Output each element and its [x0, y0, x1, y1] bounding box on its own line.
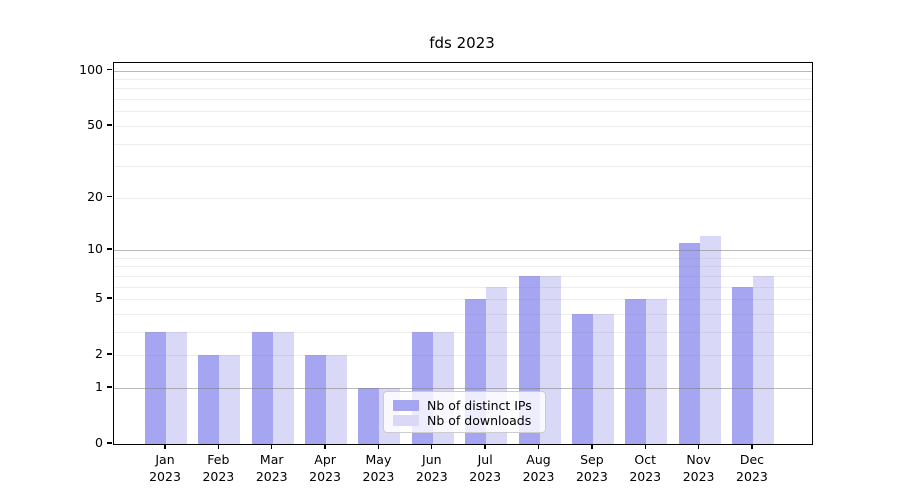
plot-area: [113, 62, 813, 445]
y-tick-label-50: 50: [87, 116, 103, 132]
x-tick-label-nov: Nov 2023: [682, 452, 715, 484]
y-tick-label-20: 20: [87, 188, 103, 204]
legend-label-distinct-ips: Nb of distinct IPs: [427, 397, 532, 413]
x-tick-label-feb: Feb 2023: [202, 452, 235, 484]
y-tick-mark-50: [107, 124, 112, 126]
bar-distinct-ips-sep: [571, 313, 593, 444]
bar-distinct-ips-may: [358, 387, 380, 444]
bar-downloads-feb: [219, 355, 241, 444]
x-tick-mark-mar: [271, 444, 273, 450]
x-tick-mark-may: [377, 444, 380, 450]
x-tick-mark-jul: [484, 444, 486, 450]
x-tick-label-jun: Jun 2023: [415, 452, 448, 484]
x-tick-mark-aug: [537, 444, 540, 450]
y-tick-mark-2: [107, 353, 112, 355]
y-tick-mark-10: [107, 248, 112, 250]
y-tick-label-0: 0: [95, 435, 103, 450]
bar-distinct-ips-mar: [251, 331, 273, 444]
bar-distinct-ips-feb: [198, 355, 220, 444]
y-tick-mark-5: [107, 297, 112, 299]
x-tick-mark-sep: [591, 444, 593, 450]
gridline-major-100: [114, 70, 812, 72]
x-tick-label-mar: Mar 2023: [255, 452, 288, 484]
bar-distinct-ips-dec: [731, 286, 753, 444]
legend-swatch-distinct-ips: [393, 399, 419, 411]
bar-downloads-oct: [646, 299, 668, 444]
gridline-minor-80: [114, 88, 812, 90]
x-tick-label-aug: Aug 2023: [522, 452, 555, 484]
gridline-minor-40: [114, 143, 812, 145]
x-tick-mark-jun: [431, 444, 433, 450]
bar-distinct-ips-jan: [145, 331, 166, 444]
bar-downloads-mar: [272, 331, 294, 444]
x-tick-label-may: May 2023: [362, 452, 395, 484]
gridline-minor-30: [114, 166, 812, 168]
x-tick-mark-dec: [751, 444, 753, 450]
x-tick-mark-oct: [644, 444, 646, 450]
y-tick-label-1: 1: [95, 378, 103, 394]
y-tick-mark-20: [107, 195, 112, 198]
bar-downloads-dec: [752, 275, 774, 444]
gridline-minor-20: [114, 197, 812, 199]
bar-distinct-ips-oct: [625, 299, 647, 444]
legend: Nb of distinct IPs Nb of downloads: [383, 391, 546, 433]
x-tick-label-sep: Sep 2023: [575, 452, 608, 484]
y-tick-mark-100: [107, 68, 112, 71]
x-tick-mark-jan: [164, 444, 166, 450]
chart-title: fds 2023: [429, 34, 495, 52]
y-tick-mark-0: [107, 442, 112, 444]
bar-downloads-nov: [699, 236, 721, 444]
x-tick-label-jan: Jan 2023: [149, 452, 181, 484]
y-tick-label-100: 100: [79, 61, 103, 77]
x-tick-label-dec: Dec 2023: [736, 452, 768, 484]
bar-distinct-ips-apr: [305, 355, 327, 444]
x-tick-mark-nov: [697, 444, 700, 450]
bar-downloads-sep: [592, 313, 614, 444]
gridline-minor-50: [114, 125, 812, 127]
bar-downloads-apr: [326, 355, 348, 444]
legend-swatch-downloads: [393, 414, 419, 426]
legend-row-distinct-ips: Nb of distinct IPs: [393, 397, 537, 413]
x-tick-mark-feb: [217, 444, 220, 450]
y-tick-mark-1: [107, 386, 112, 388]
x-tick-mark-apr: [324, 444, 326, 450]
y-tick-label-5: 5: [95, 290, 103, 306]
gridline-minor-70: [114, 99, 812, 101]
bar-distinct-ips-nov: [678, 242, 700, 444]
legend-row-downloads: Nb of downloads: [393, 412, 537, 428]
legend-label-downloads: Nb of downloads: [427, 412, 532, 428]
y-tick-label-10: 10: [87, 241, 103, 256]
gridline-minor-90: [114, 79, 812, 81]
bar-downloads-jan: [166, 331, 187, 444]
x-tick-label-oct: Oct 2023: [629, 452, 662, 484]
x-tick-label-jul: Jul 2023: [469, 452, 502, 484]
x-tick-label-apr: Apr 2023: [309, 452, 341, 484]
y-tick-label-2: 2: [95, 346, 103, 362]
gridline-minor-60: [114, 111, 812, 113]
